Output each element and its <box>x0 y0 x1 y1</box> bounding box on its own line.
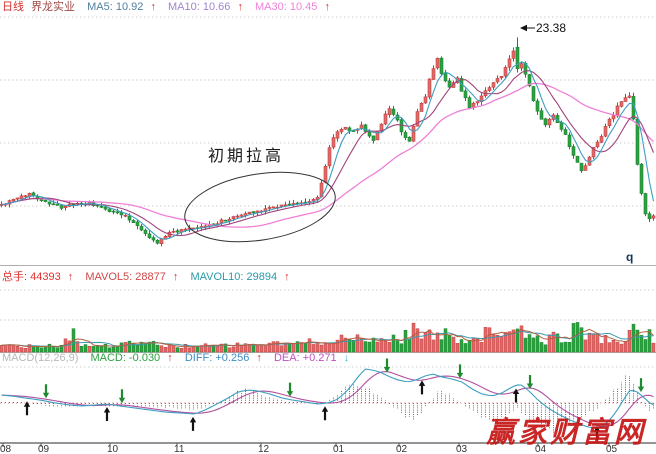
ma30-trend-arrow-icon: ↑ <box>324 1 330 13</box>
diff-value: DIFF: +0.256 <box>184 352 250 364</box>
buy-signal-arrow-icon <box>103 407 111 421</box>
corner-mark: q <box>626 250 634 264</box>
period-label: 日线 <box>2 1 24 13</box>
sell-signal-arrow-icon <box>118 389 126 404</box>
x-axis-label: 08 <box>0 444 12 454</box>
macd-formula-label: MACD(12,26,9) <box>2 352 79 364</box>
candlesticks <box>0 37 656 247</box>
price-header: 日线 界龙实业 MA5: 10.92 ↑ MA10: 10.66 ↑ MA30:… <box>2 1 334 14</box>
macd-value: MACD: -0.030 <box>90 352 161 364</box>
buy-signal-arrow-icon <box>593 426 601 440</box>
diff-dea-lines <box>1 368 654 429</box>
ma30-value: MA30: 10.45 <box>255 1 318 13</box>
sell-signal-arrow-icon <box>637 378 645 393</box>
sell-signal-arrow-icon <box>286 382 294 397</box>
pane-frame <box>0 265 656 447</box>
site-watermark: 赢家财富网 <box>486 417 647 449</box>
peak-price-label: 23.38 <box>536 21 567 35</box>
stock-name: 界龙实业 <box>31 1 76 13</box>
sell-signal-arrow-icon <box>42 384 50 399</box>
x-axis-label: 01 <box>333 444 345 454</box>
buy-signal-arrow-icon <box>189 416 197 431</box>
buy-signal-arrow-icon <box>418 380 426 395</box>
mavol-lines <box>1 328 654 348</box>
diff-arrow-icon: ↑ <box>256 352 262 364</box>
mavol5-value: MAVOL5: 28877 <box>85 271 166 283</box>
x-axis-label: 03 <box>456 444 468 454</box>
macd-histogram <box>1 374 654 435</box>
x-axis-label: 11 <box>174 444 185 454</box>
x-axis-label: 05 <box>606 444 618 454</box>
ma10-trend-arrow-icon: ↑ <box>237 1 243 13</box>
ma-lines <box>1 61 655 240</box>
ma5-value: MA5: 10.92 <box>87 1 144 13</box>
sell-signal-arrow-icon <box>526 375 534 389</box>
x-axis-label: 12 <box>258 444 270 454</box>
mavol5-arrow-icon: ↑ <box>172 271 179 283</box>
total-volume-value: 总手: 44393 <box>2 271 61 283</box>
volume-header: 总手: 44393 ↑ MAVOL5: 28877 ↑ MAVOL10: 298… <box>2 271 294 284</box>
ma5-trend-arrow-icon: ↑ <box>150 1 156 13</box>
price-annotations <box>184 24 535 243</box>
mavol10-arrow-icon: ↑ <box>284 271 290 283</box>
mavol10-value: MAVOL10: 29894 <box>190 271 278 283</box>
x-axis-label: 02 <box>396 444 408 454</box>
macd-header: MACD(12,26,9) MACD: -0.030 ↑ DIFF: +0.25… <box>2 352 353 365</box>
total-volume-arrow-icon: ↑ <box>67 271 74 283</box>
signal-arrows <box>23 358 645 440</box>
x-axis-label: 09 <box>38 444 50 454</box>
buy-signal-arrow-icon <box>321 406 329 421</box>
x-axis-label: 04 <box>535 444 547 454</box>
buy-signal-arrow-icon <box>23 401 31 416</box>
macd-arrow-icon: ↑ <box>167 352 173 364</box>
x-axis-label: 10 <box>107 444 119 454</box>
dea-value: DEA: +0.271 <box>273 352 337 364</box>
ma10-value: MA10: 10.66 <box>168 1 231 13</box>
sell-signal-arrow-icon <box>456 364 464 379</box>
buy-signal-arrow-icon <box>512 388 520 403</box>
dea-arrow-icon: ↓ <box>343 352 350 364</box>
sell-signal-arrow-icon <box>383 358 391 373</box>
callout-initial-pullup: 初期拉高 <box>208 148 285 165</box>
